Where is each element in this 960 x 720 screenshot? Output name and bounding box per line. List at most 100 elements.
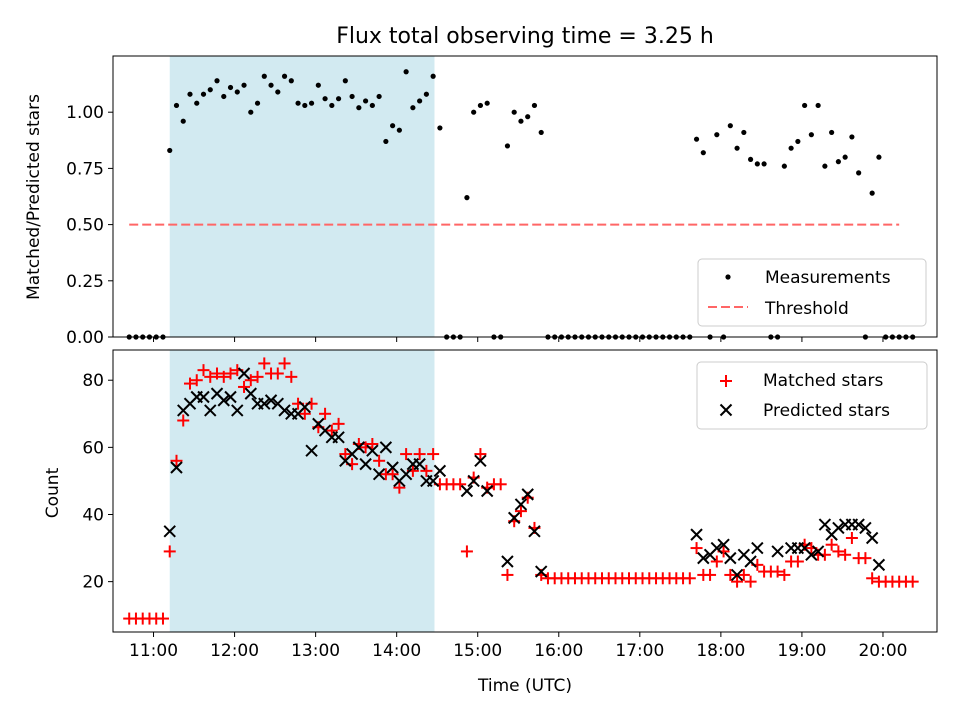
predicted-star-point <box>818 518 832 531</box>
measurement-point <box>808 132 814 138</box>
predicted-star-point <box>197 390 210 404</box>
predicted-star-point <box>771 545 784 558</box>
measurement-point <box>376 93 382 100</box>
predicted-star-point <box>521 488 534 501</box>
matched-star-point <box>832 545 845 558</box>
matched-star-point <box>704 568 717 581</box>
matched-star-point <box>238 380 251 393</box>
matched-star-point <box>373 454 386 467</box>
x-tick-label: 15:00 <box>453 641 502 661</box>
x-tick-label: 20:00 <box>858 641 907 661</box>
measurement-point <box>802 102 808 109</box>
measurement-point <box>829 129 835 136</box>
matched-star-point <box>501 568 514 581</box>
measurement-point <box>842 154 848 160</box>
predicted-star-point <box>872 558 886 572</box>
x-tick-label: 17:00 <box>615 641 664 661</box>
bottom-y-ticks: 20 40 60 80 <box>82 371 113 593</box>
measurement-point <box>714 132 720 138</box>
measurement-point <box>363 98 369 104</box>
measurement-point <box>747 156 754 163</box>
legend-matched-label: Matched stars <box>763 371 883 391</box>
matched-stars-points <box>123 357 919 625</box>
legend-measurements-marker <box>725 274 731 280</box>
predicted-stars-points <box>163 367 886 582</box>
matched-star-point <box>845 532 858 544</box>
measurement-point <box>227 84 234 91</box>
predicted-star-point <box>501 555 514 568</box>
top-y-tick-label: 1.00 <box>66 103 104 123</box>
measurement-point <box>869 190 875 196</box>
predicted-star-point <box>305 444 318 457</box>
predicted-star-point <box>528 525 541 538</box>
matched-star-point <box>278 357 291 370</box>
measurement-point <box>396 127 402 133</box>
predicted-star-point <box>366 444 379 457</box>
measurement-point <box>390 123 396 129</box>
matched-star-point <box>271 367 284 380</box>
measurement-point <box>727 123 733 129</box>
matched-star-point <box>710 555 723 568</box>
measurement-point <box>295 100 301 106</box>
predicted-star-point <box>859 521 872 535</box>
predicted-star-point <box>217 394 230 407</box>
figure-title: Flux total observing time = 3.25 h <box>336 24 714 49</box>
predicted-star-point <box>865 531 879 545</box>
predicted-star-point <box>244 387 257 400</box>
legend-matched-marker <box>720 375 732 387</box>
top-y-tick-label: 0.75 <box>66 159 104 179</box>
measurement-point <box>849 134 855 140</box>
x-tick-label: 19:00 <box>777 641 826 661</box>
measurement-point <box>518 118 524 124</box>
matched-star-point <box>319 407 332 420</box>
predicted-star-point <box>359 457 372 471</box>
x-tick-label: 13:00 <box>291 641 340 661</box>
top-x-ticks <box>153 337 884 342</box>
top-y-ticks: 0.00 0.25 0.50 0.75 1.00 <box>66 103 113 348</box>
measurement-point <box>248 109 254 115</box>
measurement-point <box>275 89 281 95</box>
predicted-star-point <box>332 431 345 444</box>
measurement-point <box>835 159 841 165</box>
measurement-point <box>525 114 531 120</box>
measurement-point <box>268 82 274 88</box>
predicted-star-point <box>730 568 744 582</box>
predicted-star-point <box>474 454 487 467</box>
matched-star-point <box>204 370 217 383</box>
measurement-point <box>200 91 207 97</box>
predicted-star-point <box>426 474 440 488</box>
measurement-point <box>315 82 321 88</box>
matched-star-point <box>393 481 406 494</box>
measurement-point <box>349 93 355 100</box>
measurement-point <box>471 109 477 115</box>
predicted-star-point <box>231 404 244 417</box>
bottom-x-ticks: 11:00 12:00 13:00 14:00 15:00 16:00 17:00 18:00… <box>129 632 907 661</box>
predicted-star-point <box>413 457 426 471</box>
predicted-star-point <box>717 538 730 551</box>
bottom-y-tick-label: 80 <box>82 371 104 391</box>
measurement-point <box>194 100 200 106</box>
measurement-point <box>538 129 544 136</box>
measurement-point <box>221 93 227 100</box>
measurement-point <box>254 100 261 106</box>
measurement-point <box>356 105 362 111</box>
matched-star-point <box>744 575 757 588</box>
observing-window-shade-top <box>169 56 435 337</box>
matched-star-point <box>217 370 230 383</box>
predicted-star-point <box>697 551 710 565</box>
matched-star-point <box>420 464 433 477</box>
matched-star-point <box>258 357 271 370</box>
top-axes-frame <box>112 55 938 338</box>
bottom-axes-frame <box>112 349 938 633</box>
predicted-star-point <box>724 551 737 565</box>
matched-star-point <box>514 505 527 518</box>
matched-star-point <box>211 367 224 380</box>
predicted-star-point <box>379 441 393 454</box>
matched-star-point <box>156 612 169 625</box>
matched-star-point <box>427 448 440 461</box>
matched-star-point <box>791 555 804 568</box>
legend-predicted-label: Predicted stars <box>763 401 890 421</box>
